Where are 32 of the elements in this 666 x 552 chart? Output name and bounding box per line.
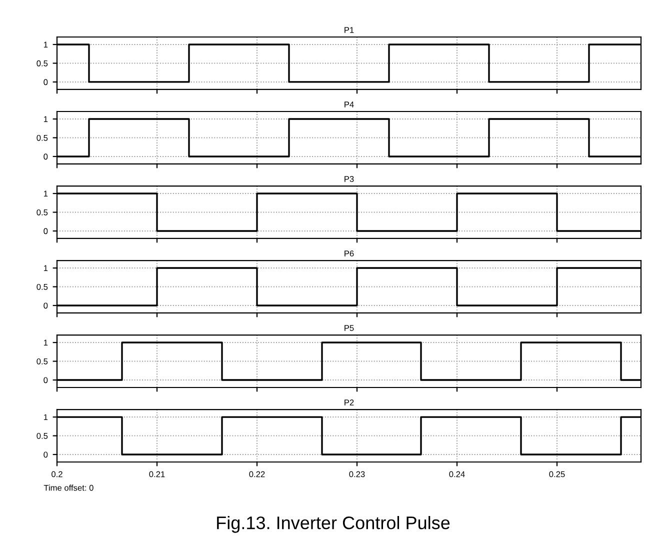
chart-title: P3 (344, 176, 354, 182)
x-tick-label: 0.22 (249, 471, 265, 478)
chart-title: P1 (344, 27, 354, 33)
y-tick-label: 0 (44, 79, 48, 86)
y-tick-label: 0 (44, 302, 48, 309)
y-tick-label: 0 (44, 228, 48, 234)
y-tick-label: 0.5 (36, 209, 48, 216)
y-tick-label: 1 (44, 42, 48, 48)
y-tick-label: 0.5 (36, 60, 48, 66)
y-tick-label: 1 (44, 265, 48, 272)
y-tick-label: 0 (44, 452, 48, 458)
y-tick-label: 1 (44, 340, 48, 346)
chart-title: P2 (344, 400, 354, 406)
chart-title: P4 (344, 102, 354, 108)
y-tick-label: 0 (44, 377, 48, 384)
x-tick-label: 0.23 (349, 471, 365, 478)
y-tick-label: 0.5 (36, 134, 48, 141)
y-tick-label: 1 (44, 190, 48, 197)
text: Time offset: 0 (44, 484, 94, 491)
y-tick-label: 1 (44, 116, 48, 122)
x-tick-label: 0.25 (549, 471, 565, 478)
y-tick-label: 0.5 (36, 358, 48, 364)
chart-title: P5 (344, 325, 354, 331)
y-tick-label: 1 (44, 414, 48, 420)
x-tick-label: 0.21 (149, 471, 165, 478)
x-tick-label: 0.24 (449, 471, 465, 478)
y-tick-label: 0.5 (36, 432, 48, 439)
y-tick-label: 0 (44, 154, 48, 160)
x-tick-label: 0.2 (52, 471, 62, 478)
caption: Fig.13. Inverter Control Pulse (217, 516, 450, 533)
y-tick-label: 0.5 (36, 284, 48, 290)
chart-title: P6 (344, 250, 354, 256)
